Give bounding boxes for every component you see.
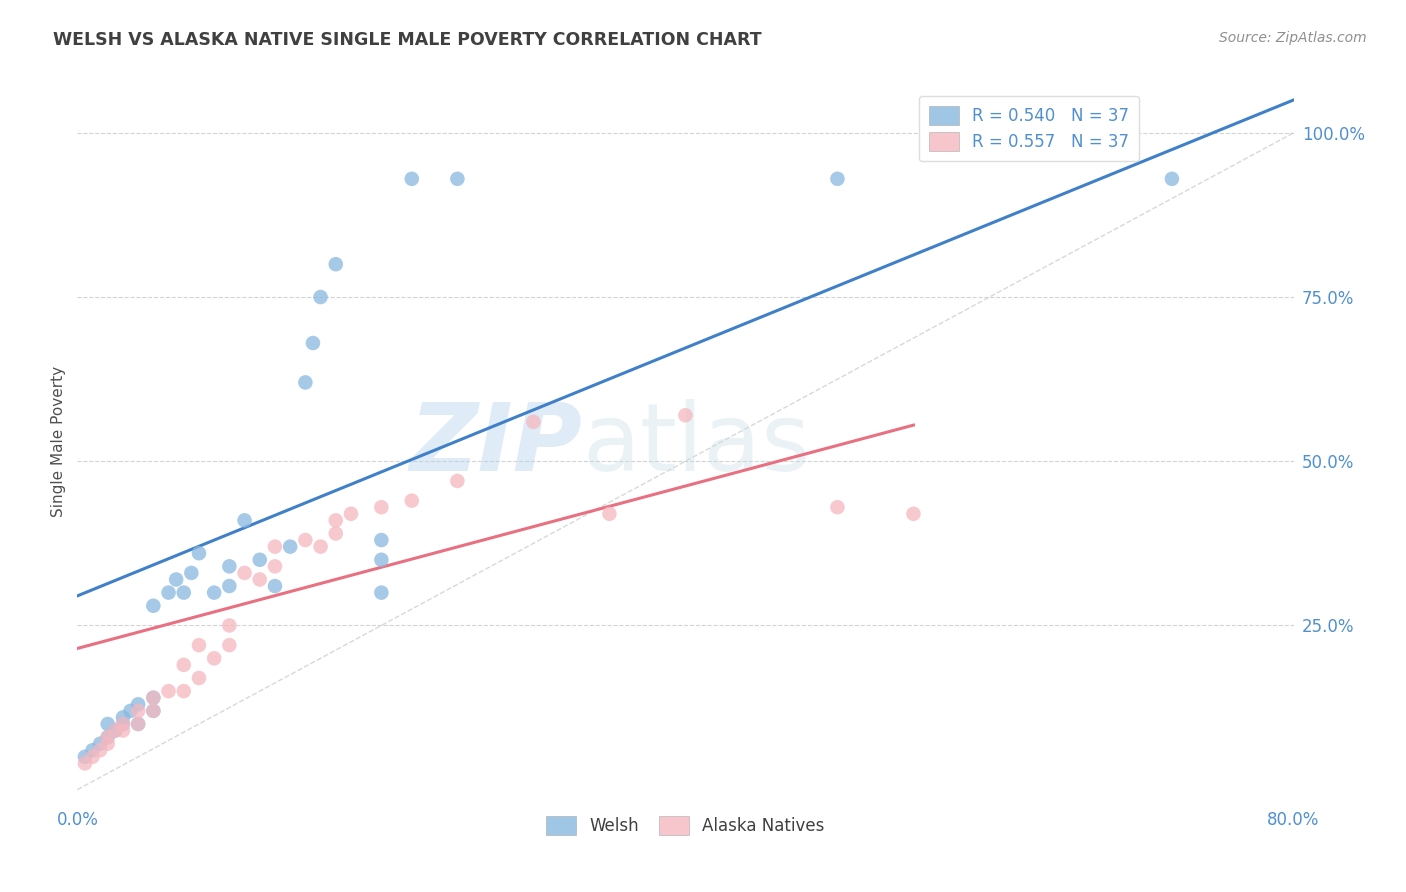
Point <box>82 743 104 757</box>
Point <box>97 737 120 751</box>
Point <box>264 579 287 593</box>
Point <box>675 409 697 423</box>
Point <box>142 690 165 705</box>
Point <box>249 553 271 567</box>
Point <box>294 376 316 390</box>
Point <box>370 553 392 567</box>
Text: Source: ZipAtlas.com: Source: ZipAtlas.com <box>1219 31 1367 45</box>
Point <box>89 743 111 757</box>
Point <box>82 749 104 764</box>
Point <box>142 704 165 718</box>
Point <box>598 507 620 521</box>
Point <box>218 559 240 574</box>
Point <box>233 566 256 580</box>
Point <box>302 336 325 351</box>
Point <box>97 730 120 744</box>
Point <box>127 717 149 731</box>
Point <box>264 540 287 554</box>
Point <box>401 493 423 508</box>
Point <box>325 526 347 541</box>
Text: atlas: atlas <box>582 399 810 491</box>
Point <box>127 717 149 731</box>
Text: ZIP: ZIP <box>409 399 582 491</box>
Point <box>73 756 96 771</box>
Point <box>827 171 849 186</box>
Point <box>446 474 468 488</box>
Point <box>142 690 165 705</box>
Point <box>127 704 149 718</box>
Point <box>370 585 392 599</box>
Point <box>278 540 301 554</box>
Point <box>157 585 180 599</box>
Point <box>218 579 240 593</box>
Y-axis label: Single Male Poverty: Single Male Poverty <box>51 366 66 517</box>
Point <box>73 749 96 764</box>
Point <box>340 507 363 521</box>
Point <box>142 599 165 613</box>
Text: WELSH VS ALASKA NATIVE SINGLE MALE POVERTY CORRELATION CHART: WELSH VS ALASKA NATIVE SINGLE MALE POVER… <box>53 31 762 49</box>
Point <box>188 671 211 685</box>
Point <box>309 540 332 554</box>
Point <box>111 717 134 731</box>
Point <box>218 638 240 652</box>
Point <box>1161 171 1184 186</box>
Point <box>173 684 195 698</box>
Point <box>97 717 120 731</box>
Point <box>522 415 544 429</box>
Point <box>202 585 225 599</box>
Point <box>165 573 187 587</box>
Point <box>173 657 195 672</box>
Point <box>218 618 240 632</box>
Legend: Welsh, Alaska Natives: Welsh, Alaska Natives <box>540 809 831 841</box>
Point <box>401 171 423 186</box>
Point <box>157 684 180 698</box>
Point <box>370 533 392 547</box>
Point <box>104 723 127 738</box>
Point <box>97 730 120 744</box>
Point <box>264 559 287 574</box>
Point <box>370 500 392 515</box>
Point <box>142 704 165 718</box>
Point <box>903 507 925 521</box>
Point <box>111 717 134 731</box>
Point <box>188 638 211 652</box>
Point <box>111 723 134 738</box>
Point <box>249 573 271 587</box>
Point <box>325 257 347 271</box>
Point <box>294 533 316 547</box>
Point <box>180 566 202 580</box>
Point <box>309 290 332 304</box>
Point <box>111 710 134 724</box>
Point <box>446 171 468 186</box>
Point <box>89 737 111 751</box>
Point <box>827 500 849 515</box>
Point <box>120 704 142 718</box>
Point <box>104 723 127 738</box>
Point <box>127 698 149 712</box>
Point <box>325 513 347 527</box>
Point <box>233 513 256 527</box>
Point <box>188 546 211 560</box>
Point <box>202 651 225 665</box>
Point <box>173 585 195 599</box>
